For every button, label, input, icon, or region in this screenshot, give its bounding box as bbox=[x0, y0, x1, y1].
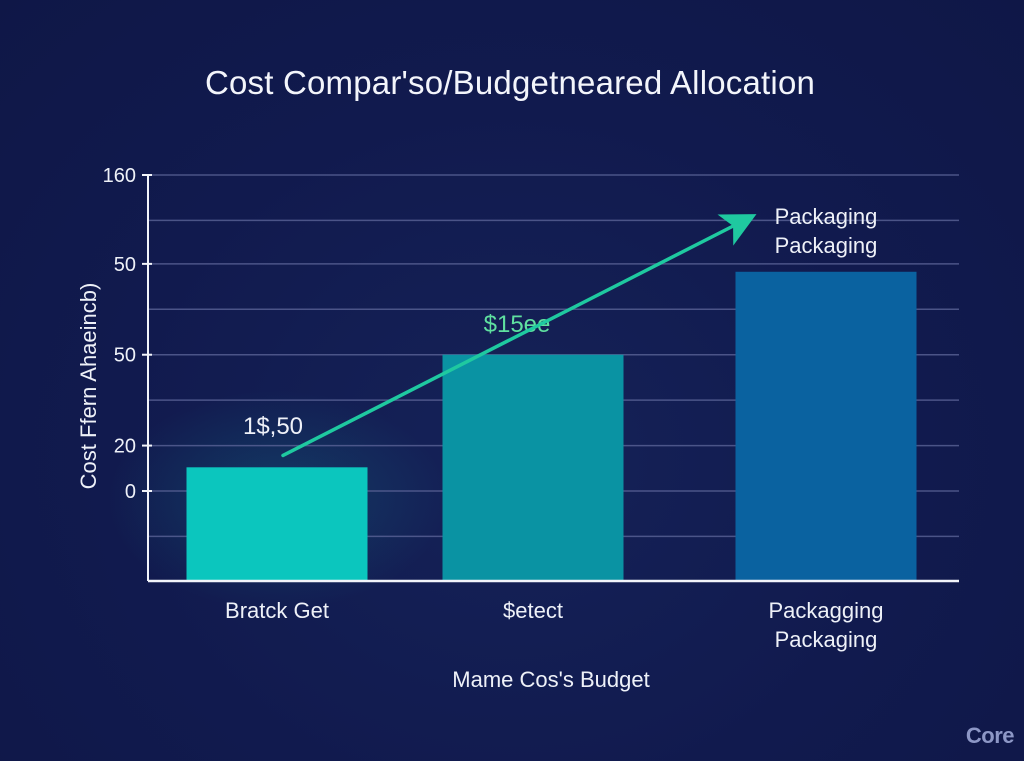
trend-arrow-group bbox=[281, 214, 757, 458]
data-label-bar-1: 1$,50 bbox=[243, 413, 303, 440]
arrow-callout-line: Packaging bbox=[775, 204, 878, 229]
bars bbox=[186, 271, 917, 581]
x-tick-label-line: Bratck Get bbox=[225, 598, 329, 623]
axes bbox=[142, 174, 959, 583]
x-axis-title: Mame Cos's Budget bbox=[452, 667, 649, 692]
arrow-callout-label: Packaging Packaging bbox=[775, 204, 878, 258]
watermark-logo: Core bbox=[965, 723, 1015, 748]
x-tick-label-line: $etect bbox=[503, 598, 563, 623]
bar-1 bbox=[186, 467, 368, 581]
bar-3 bbox=[735, 271, 917, 581]
x-tick-label: Bratck Get bbox=[225, 598, 329, 623]
y-axis-title: Cost Ffern Ahaeincb) bbox=[76, 283, 101, 490]
arrow-callout-line: Packaging bbox=[775, 233, 878, 258]
x-tick-label: Packagging Packaging bbox=[769, 598, 884, 652]
y-tick-label: 0 bbox=[125, 481, 136, 503]
y-tick-label: 50 bbox=[114, 345, 136, 367]
bar-2 bbox=[442, 354, 624, 581]
trend-arrow bbox=[281, 214, 757, 458]
chart-title: Cost Compar'so/Budgetneared Allocation bbox=[204, 64, 816, 101]
x-tick-label-line: Packagging bbox=[769, 598, 884, 623]
y-tick-label: 160 bbox=[103, 165, 136, 187]
x-tick-label: $etect bbox=[503, 598, 563, 623]
x-tick-label-line: Packaging bbox=[775, 627, 878, 652]
y-tick-label: 50 bbox=[114, 254, 136, 276]
y-tick-label: 20 bbox=[114, 436, 136, 458]
